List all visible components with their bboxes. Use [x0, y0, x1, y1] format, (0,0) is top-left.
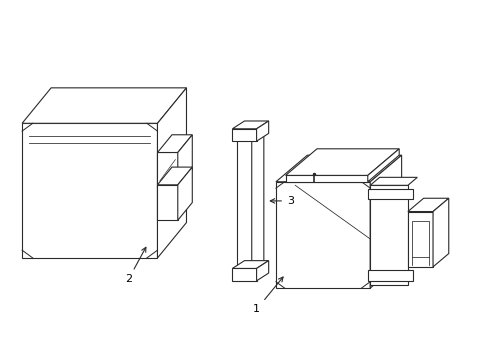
Polygon shape — [157, 167, 192, 185]
Polygon shape — [432, 198, 448, 267]
Text: 2: 2 — [124, 247, 145, 284]
Polygon shape — [22, 123, 157, 258]
Polygon shape — [178, 135, 192, 188]
Polygon shape — [367, 149, 398, 182]
Polygon shape — [369, 185, 407, 284]
Polygon shape — [369, 155, 401, 288]
Polygon shape — [22, 88, 186, 123]
Polygon shape — [407, 198, 448, 212]
Polygon shape — [157, 153, 178, 188]
Polygon shape — [157, 88, 186, 258]
Polygon shape — [411, 221, 428, 257]
Polygon shape — [232, 269, 256, 281]
Polygon shape — [157, 185, 178, 220]
Polygon shape — [275, 182, 369, 288]
Polygon shape — [178, 167, 192, 220]
Polygon shape — [157, 135, 192, 153]
Polygon shape — [232, 121, 268, 129]
Polygon shape — [275, 155, 401, 182]
Polygon shape — [285, 175, 367, 182]
Polygon shape — [232, 261, 268, 269]
Polygon shape — [369, 177, 416, 185]
Polygon shape — [256, 121, 268, 141]
Polygon shape — [285, 149, 398, 175]
Polygon shape — [237, 138, 251, 272]
Polygon shape — [367, 270, 412, 281]
Text: 3: 3 — [270, 196, 293, 206]
Polygon shape — [251, 130, 264, 272]
Polygon shape — [407, 212, 432, 267]
Polygon shape — [232, 129, 256, 141]
Polygon shape — [237, 130, 264, 138]
Polygon shape — [256, 261, 268, 281]
Text: 1: 1 — [253, 277, 283, 314]
Polygon shape — [367, 189, 412, 199]
